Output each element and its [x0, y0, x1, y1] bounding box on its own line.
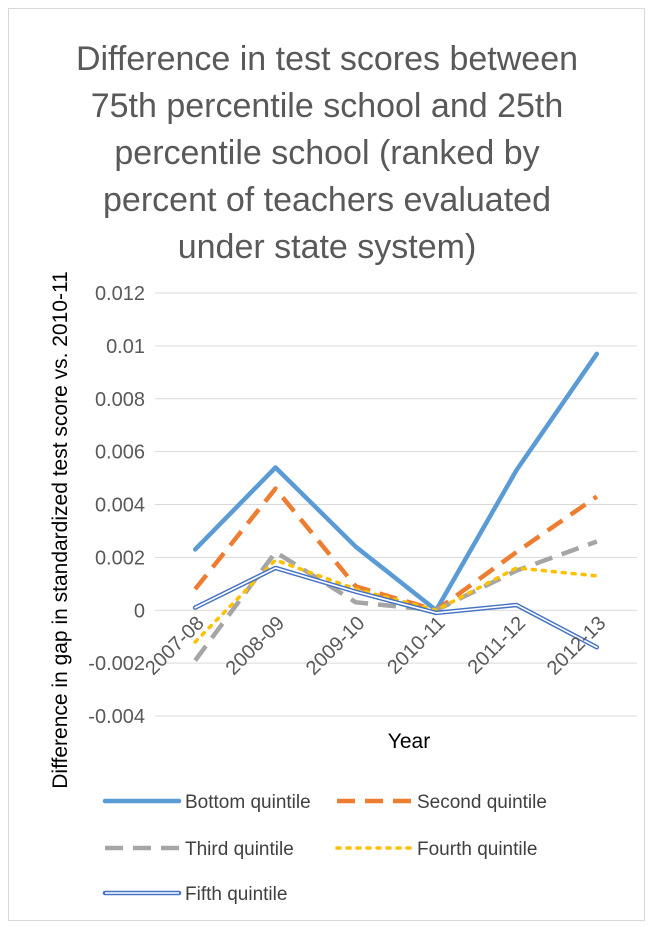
legend-label: Third quintile [185, 839, 294, 860]
gridlines [155, 292, 637, 717]
series-line-fourth-quintile [193, 558, 599, 644]
x-axis-title: Year [388, 730, 430, 753]
y-tick-label: -0.004 [88, 706, 145, 728]
chart-title-line: percent of teachers evaluated [103, 181, 551, 219]
y-tick-label: 0 [134, 600, 145, 622]
legend-item-fourth-quintile: Fourth quintile [335, 839, 537, 860]
y-axis-title: Difference in gap in standardized test s… [49, 271, 72, 789]
y-tick-label: 0.002 [95, 547, 145, 569]
legend-item-bottom-quintile: Bottom quintile [102, 792, 311, 813]
chart-border [8, 8, 645, 921]
y-axis-ticks: -0.004 -0.002 0 0.002 0.004 0.006 0.008 0.01 0.0… [88, 283, 145, 728]
legend-item-third-quintile: Third quintile [105, 839, 294, 860]
series-line-bottom-quintile [192, 351, 600, 613]
chart-title-line: Difference in test scores between [76, 40, 578, 78]
y-tick-label: 0.012 [95, 283, 145, 305]
series-line-inner [194, 567, 598, 649]
series-line-third-quintile [193, 539, 598, 662]
legend-label: Fifth quintile [185, 884, 287, 905]
legend-label: Fourth quintile [417, 839, 537, 860]
y-tick-label: 0.008 [95, 389, 145, 411]
y-tick-label: -0.002 [88, 653, 145, 675]
chart-title-line: 75th percentile school and 25th [91, 87, 564, 125]
legend-item-second-quintile: Second quintile [337, 792, 547, 813]
chart-title-line: percentile school (ranked by [114, 134, 539, 172]
legend: Bottom quintile Second quintile Third quin… [102, 792, 547, 905]
legend-label: Second quintile [417, 792, 547, 813]
y-tick-label: 0.006 [95, 442, 145, 464]
chart-title: Difference in test scores between 75th pe… [76, 40, 578, 266]
y-tick-label: 0.01 [106, 336, 145, 358]
legend-item-fifth-quintile: Fifth quintile [102, 884, 287, 905]
chart-title-line: under state system) [178, 228, 477, 266]
series-lines [192, 351, 600, 662]
legend-label: Bottom quintile [185, 792, 311, 813]
y-tick-label: 0.004 [95, 495, 145, 517]
